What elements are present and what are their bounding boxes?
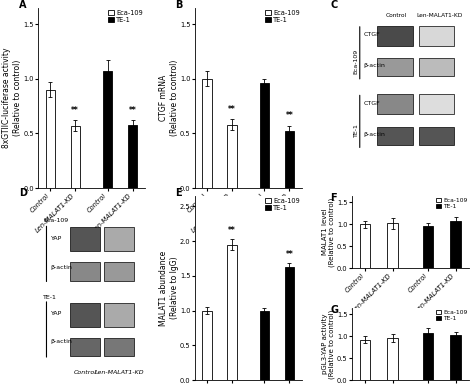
Bar [228,125,237,188]
Text: Eca-109: Eca-109 [43,218,69,223]
Bar [71,126,80,188]
Text: G: G [330,305,338,315]
Text: Eca-109: Eca-109 [354,49,359,74]
Text: A: A [18,0,26,10]
Legend: Eca-109, TE-1: Eca-109, TE-1 [264,9,301,23]
Legend: Eca-109, TE-1: Eca-109, TE-1 [436,309,468,321]
Legend: Eca-109, TE-1: Eca-109, TE-1 [264,197,301,212]
Bar [228,245,237,380]
Bar [377,58,413,76]
Bar [419,127,454,145]
Bar [377,127,413,145]
Bar [423,333,433,380]
Bar [70,262,100,281]
Bar [419,58,454,76]
Text: F: F [330,193,337,203]
Y-axis label: pGL3-YAP activity
(Relative to control): pGL3-YAP activity (Relative to control) [322,310,335,379]
Text: **: ** [285,250,293,259]
Text: YAP: YAP [51,311,62,316]
Y-axis label: 8xGTIIC-luciferase activity
(Relative to control): 8xGTIIC-luciferase activity (Relative to… [2,48,22,148]
Text: CTGF: CTGF [363,101,380,106]
Bar [103,71,112,188]
Bar [260,83,269,188]
Legend: Eca-109, TE-1: Eca-109, TE-1 [108,9,144,23]
Bar [104,338,134,356]
Bar [387,223,398,268]
Bar [202,79,212,188]
Text: β-actin: β-actin [51,265,73,270]
Text: Control: Control [386,13,407,18]
Bar [70,303,100,327]
Text: **: ** [128,106,137,115]
Bar [450,221,461,268]
Text: Len-MALAT1-KD: Len-MALAT1-KD [417,13,463,18]
Bar [104,303,134,327]
Bar [377,26,413,46]
Bar [387,338,398,380]
Text: **: ** [228,105,236,114]
Bar [284,131,294,188]
Text: β-actin: β-actin [363,63,385,68]
Text: β-actin: β-actin [51,339,73,344]
Bar [70,338,100,356]
Text: β-actin: β-actin [363,131,385,137]
Bar [360,224,370,268]
Bar [260,311,269,380]
Y-axis label: MALAT1 level
(Relative to control): MALAT1 level (Relative to control) [322,197,335,266]
Text: YAP: YAP [51,236,62,241]
Text: TE-1: TE-1 [43,295,57,300]
Bar [70,227,100,251]
Text: B: B [175,0,183,10]
Text: E: E [175,189,182,199]
Text: **: ** [228,227,236,235]
Text: Len-MALAT1-KD: Len-MALAT1-KD [94,370,144,375]
Y-axis label: CTGF mRNA
(Relative to control): CTGF mRNA (Relative to control) [159,60,179,136]
Bar [377,94,413,114]
Bar [104,262,134,281]
Bar [360,340,370,380]
Legend: Eca-109, TE-1: Eca-109, TE-1 [436,197,468,210]
Bar [284,268,294,380]
Y-axis label: MALAT1 abundance
(Relative to IgG): MALAT1 abundance (Relative to IgG) [159,250,179,326]
Text: **: ** [285,111,293,120]
Bar [202,311,212,380]
Bar [450,336,461,380]
Text: Control: Control [73,370,97,375]
Text: TE-1: TE-1 [354,124,359,137]
Bar [419,94,454,114]
Text: **: ** [72,106,79,115]
Bar [423,226,433,268]
Text: CTGF: CTGF [363,32,380,37]
Bar [104,227,134,251]
Bar [128,125,137,188]
Text: C: C [330,0,337,10]
Bar [46,90,55,188]
Text: D: D [18,189,27,199]
Bar [419,26,454,46]
